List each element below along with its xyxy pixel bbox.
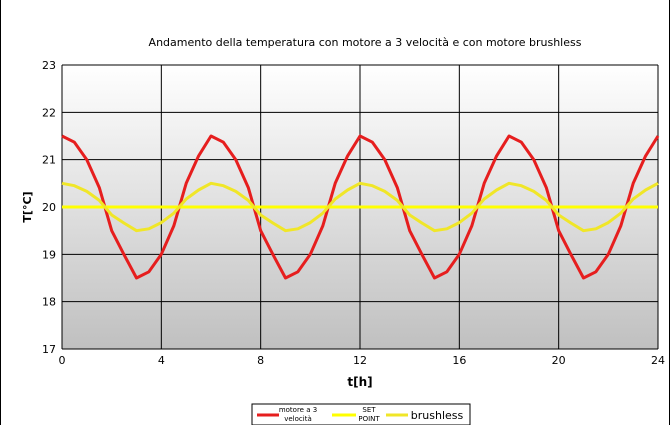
- series-line-motore-a-3-velocit: [61, 134, 660, 280]
- x-tick-label-2: 8: [257, 354, 264, 367]
- x-tick-label-4: 16: [452, 354, 466, 367]
- x-tick-label-1: 4: [158, 354, 165, 367]
- x-tick-label-6: 24: [651, 354, 665, 367]
- x-tick-label-5: 20: [552, 354, 566, 367]
- y-tick-label-6: 23: [42, 59, 56, 72]
- legend-label-motore-a-3-velocit-line-1: velocità: [284, 415, 312, 423]
- legend-label-motore-a-3-velocit-line-0: motore a 3: [279, 406, 317, 414]
- legend-label-set-point-line-0: SET: [362, 406, 376, 414]
- y-tick-labels: 17 18 19 20 21 22 23: [42, 59, 56, 356]
- series-layer: [61, 134, 660, 280]
- y-tick-label-0: 17: [42, 343, 56, 356]
- y-tick-label-2: 19: [42, 248, 56, 261]
- y-tick-label-5: 22: [42, 106, 56, 119]
- y-tick-label-3: 20: [42, 201, 56, 214]
- y-tick-label-1: 18: [42, 296, 56, 309]
- series-line-brushless: [61, 181, 659, 233]
- y-axis-label: T[°C]: [21, 191, 34, 222]
- x-tick-label-3: 12: [353, 354, 367, 367]
- y-tick-label-4: 21: [42, 154, 56, 167]
- legend-label-brushless: brushless: [411, 409, 464, 422]
- legend-label-set-point-line-1: POINT: [358, 415, 380, 423]
- chart-title: Andamento della temperatura con motore a…: [149, 36, 582, 49]
- x-axis-label: t[h]: [347, 375, 372, 389]
- x-tick-label-0: 0: [59, 354, 66, 367]
- x-tick-labels: 0 4 8 12 16 20 24: [59, 354, 666, 367]
